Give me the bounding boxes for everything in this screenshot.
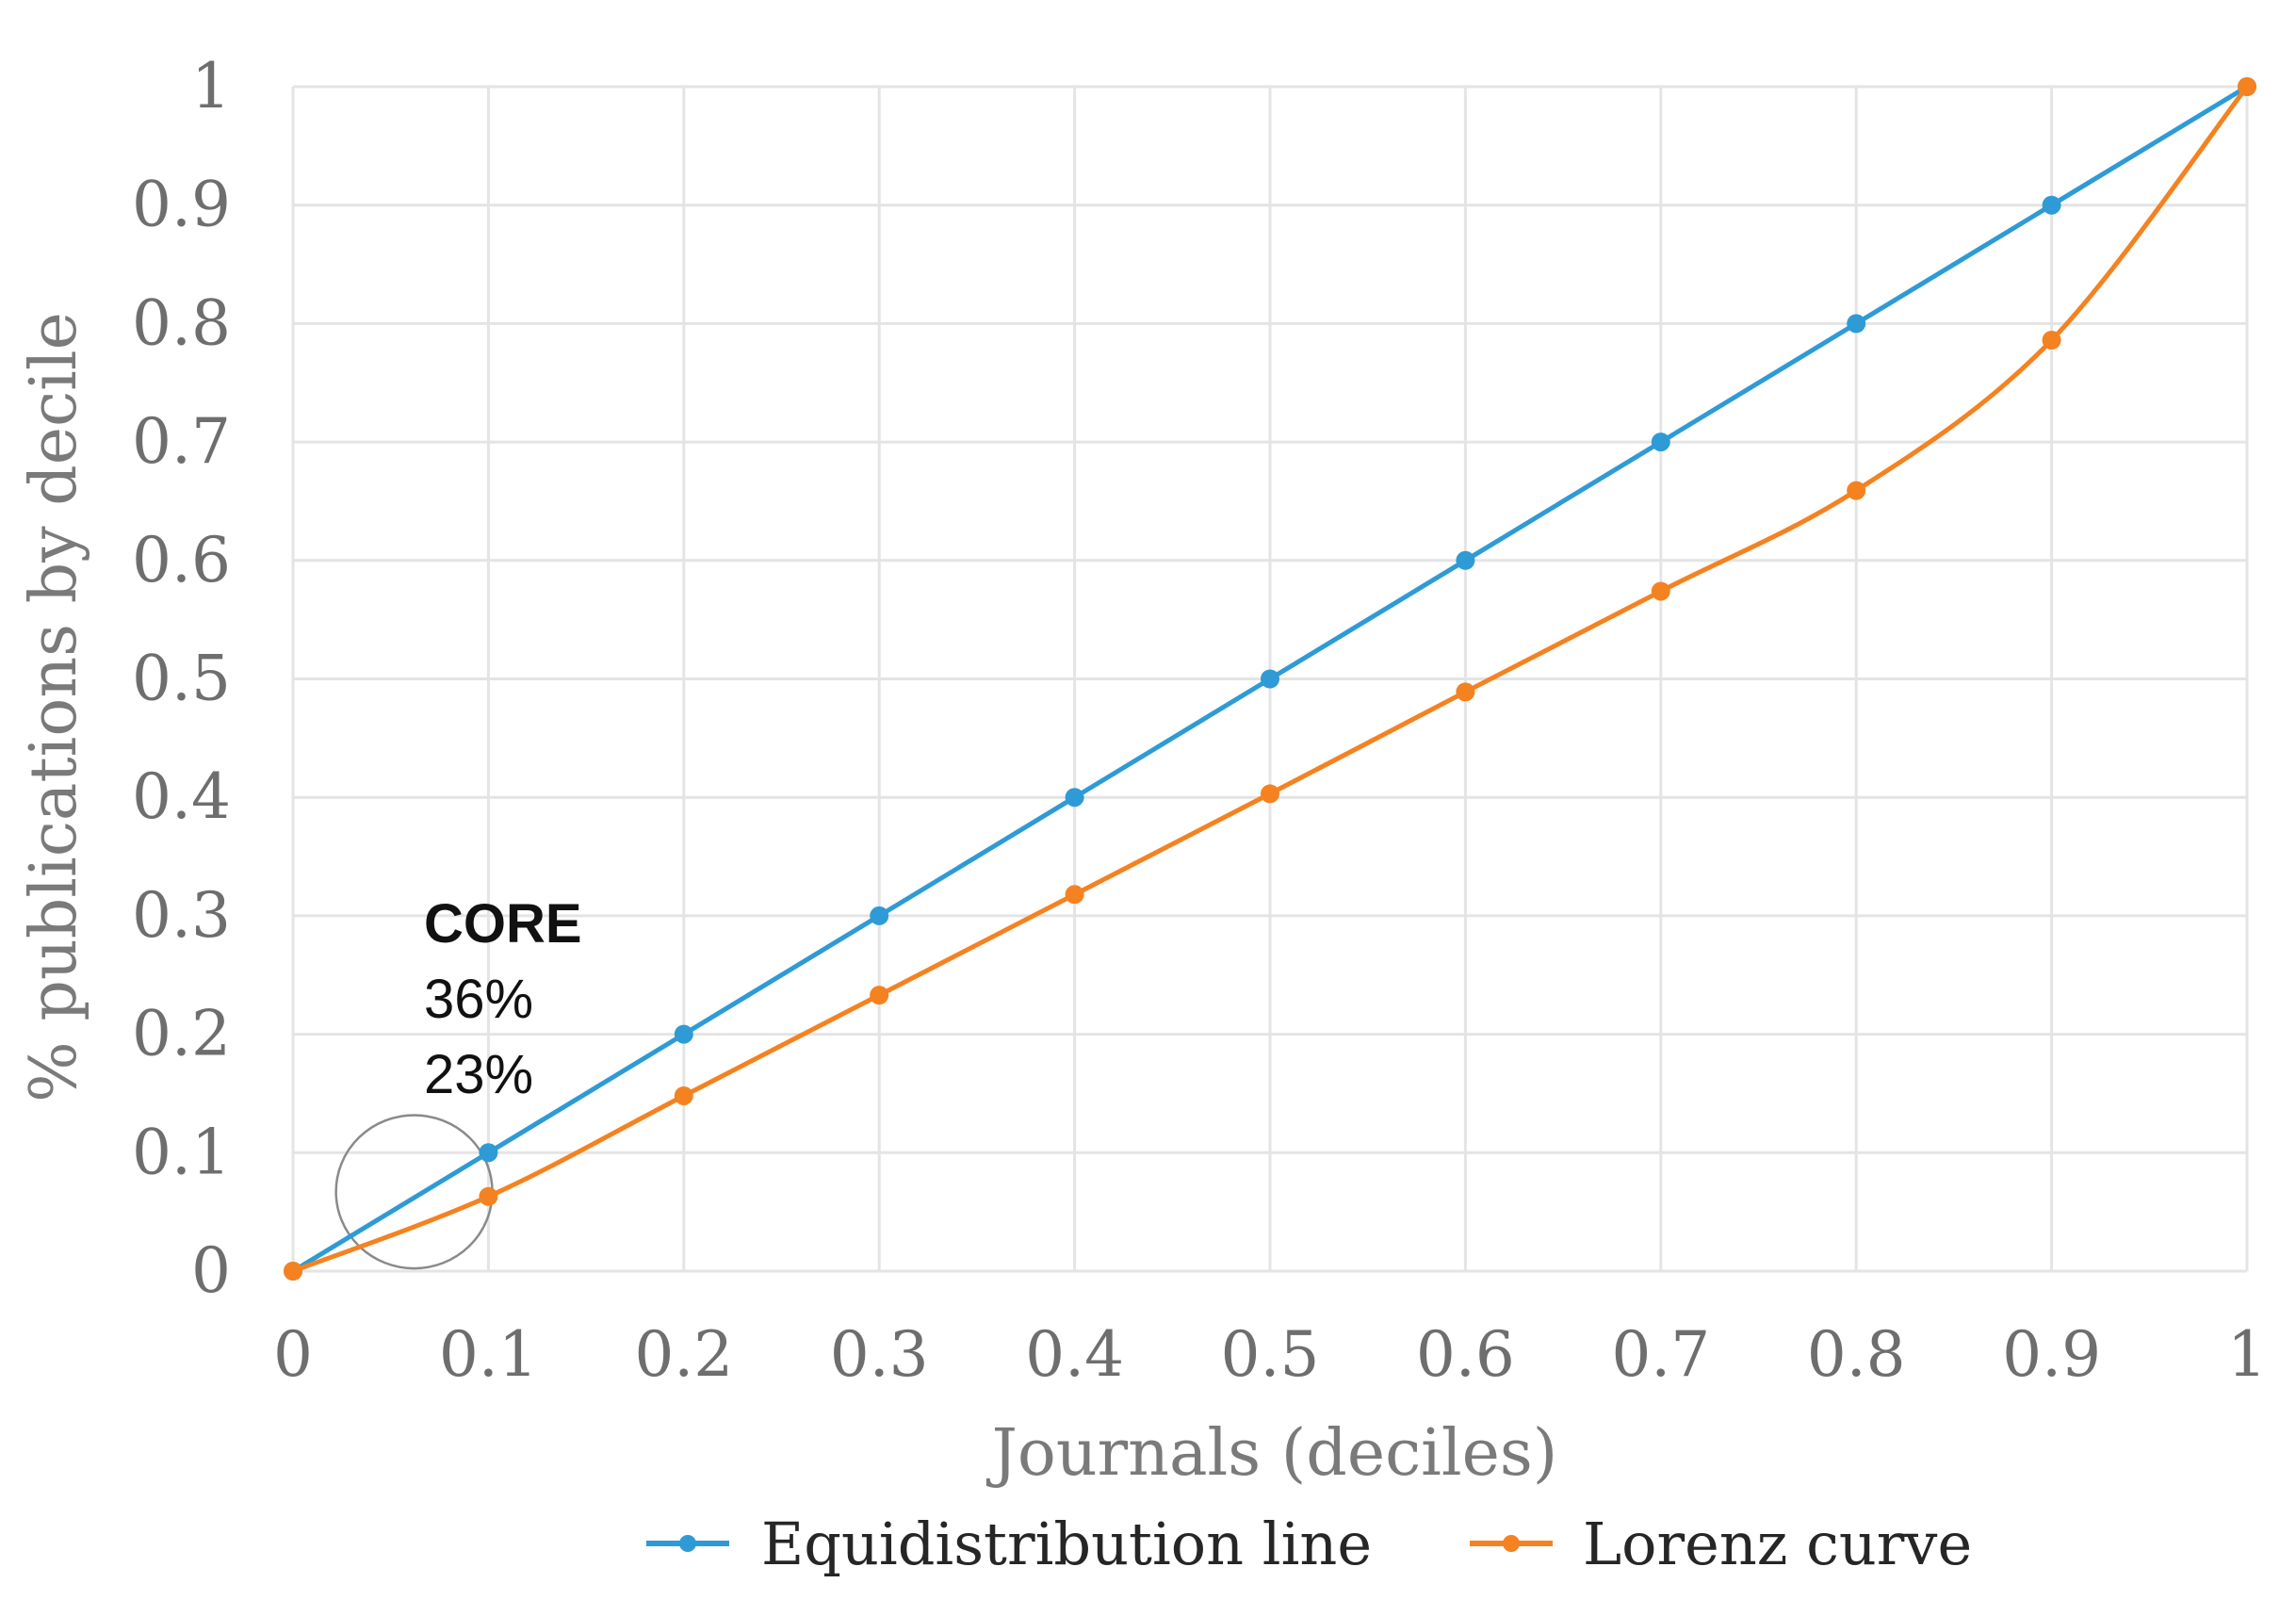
x-tick-label: 0.2 bbox=[634, 1318, 733, 1391]
x-tick-label: 0.1 bbox=[439, 1318, 538, 1391]
point-lorenz-0.4 bbox=[1065, 885, 1084, 905]
x-tick-label: 0 bbox=[273, 1318, 313, 1391]
point-lorenz-0.1 bbox=[479, 1186, 498, 1206]
x-tick-label: 0.6 bbox=[1416, 1318, 1515, 1391]
point-lorenz-1 bbox=[2238, 77, 2256, 96]
x-tick-label: 0.4 bbox=[1025, 1318, 1124, 1391]
legend: Equidistribution line Lorenz curve bbox=[646, 1510, 1972, 1578]
y-axis-title: % publications by decile bbox=[17, 312, 91, 1102]
y-tick-label: 0.7 bbox=[132, 405, 231, 478]
point-equidistribution-0.3 bbox=[870, 906, 889, 925]
legend-label-lorenz: Lorenz curve bbox=[1583, 1510, 1972, 1578]
x-tick-label: 1 bbox=[2227, 1318, 2267, 1391]
point-lorenz-0.5 bbox=[1261, 784, 1279, 804]
x-tick-labels: 0 0.1 0.2 0.3 0.4 0.5 0.6 0.7 0.8 0.9 1 bbox=[273, 1318, 2267, 1391]
x-tick-label: 0.9 bbox=[2002, 1318, 2101, 1391]
point-lorenz-0.8 bbox=[1847, 481, 1866, 500]
y-tick-label: 1 bbox=[191, 50, 231, 122]
point-equidistribution-0.4 bbox=[1065, 788, 1084, 808]
point-equidistribution-0.8 bbox=[1847, 314, 1866, 334]
point-equidistribution-0.9 bbox=[2042, 195, 2061, 215]
y-tick-label: 0.2 bbox=[132, 998, 231, 1070]
x-tick-label: 0.5 bbox=[1221, 1318, 1320, 1391]
y-tick-label: 0.6 bbox=[132, 524, 231, 596]
legend-dot-equidistribution bbox=[679, 1535, 696, 1552]
grid-layer bbox=[291, 85, 2249, 1273]
point-equidistribution-0.5 bbox=[1261, 669, 1279, 689]
point-lorenz-0.9 bbox=[2042, 330, 2061, 350]
series-line-lorenz bbox=[290, 84, 2250, 1274]
y-tick-label: 0.3 bbox=[132, 879, 231, 952]
y-tick-label: 0.5 bbox=[132, 643, 231, 715]
point-lorenz-0.7 bbox=[1651, 581, 1670, 601]
point-equidistribution-0.2 bbox=[674, 1024, 693, 1044]
core-annotation-heading: CORE bbox=[424, 893, 582, 955]
point-equidistribution-0.1 bbox=[479, 1143, 498, 1163]
x-tick-label: 0.8 bbox=[1807, 1318, 1906, 1391]
x-tick-label: 0.7 bbox=[1611, 1318, 1710, 1391]
x-axis-title: Journals (deciles) bbox=[986, 1416, 1558, 1491]
y-tick-label: 0.9 bbox=[132, 169, 231, 241]
point-lorenz-0.3 bbox=[870, 986, 889, 1005]
core-annotation-line-1: 36% bbox=[424, 969, 533, 1030]
core-annotation-line-2: 23% bbox=[424, 1044, 533, 1105]
y-tick-label: 0.4 bbox=[132, 760, 231, 833]
series-layer bbox=[284, 77, 2256, 1281]
y-tick-label: 0.1 bbox=[132, 1116, 231, 1188]
point-lorenz-0.6 bbox=[1456, 682, 1475, 702]
legend-dot-lorenz bbox=[1503, 1535, 1520, 1552]
y-tick-label: 0 bbox=[191, 1234, 231, 1307]
x-tick-label: 0.3 bbox=[830, 1318, 929, 1391]
y-tick-labels: 0 0.1 0.2 0.3 0.4 0.5 0.6 0.7 0.8 0.9 1 bbox=[132, 50, 231, 1307]
point-equidistribution-0.7 bbox=[1651, 433, 1670, 452]
legend-label-equidistribution: Equidistribution line bbox=[761, 1510, 1372, 1578]
point-lorenz-0 bbox=[284, 1262, 302, 1281]
point-lorenz-0.2 bbox=[674, 1085, 693, 1105]
point-equidistribution-0.6 bbox=[1456, 550, 1475, 570]
y-tick-label: 0.8 bbox=[132, 286, 231, 359]
